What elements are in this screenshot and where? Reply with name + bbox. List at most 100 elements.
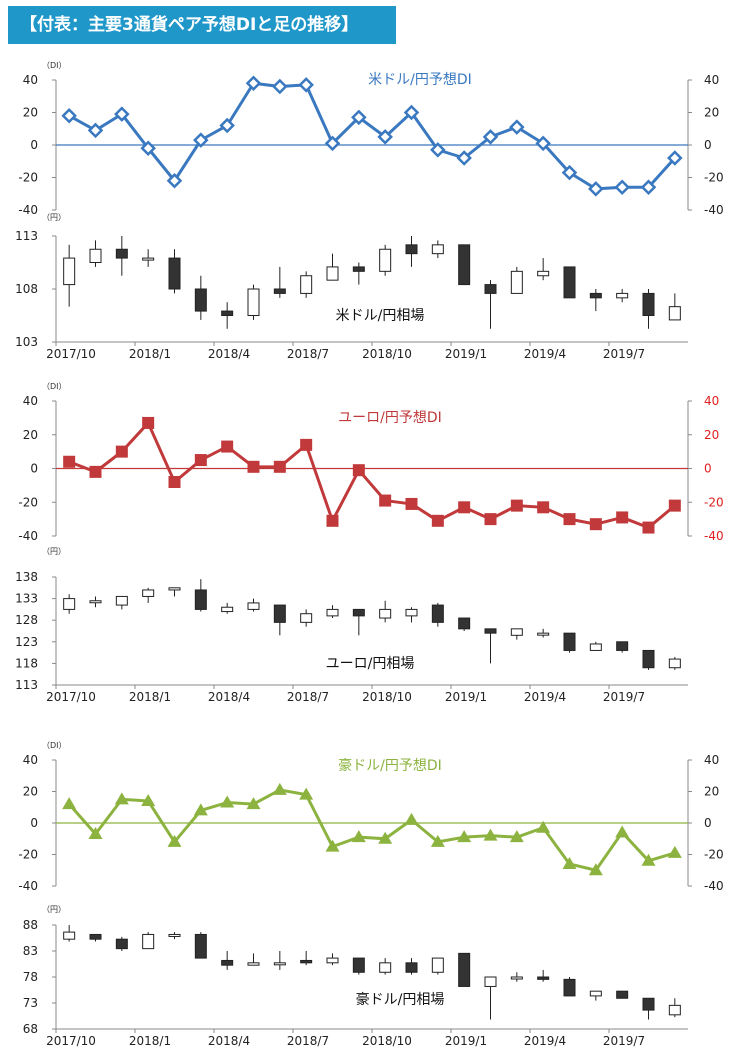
chart-usd-di-point [403,104,420,121]
chart-aud-price-xtick-label: 2019/7 [603,1034,645,1048]
chart-aud-di-point [299,787,314,800]
chart-usd-di-point [61,107,77,124]
chart-aud-di-point [114,792,129,805]
chart-usd-price-candle-body [458,244,471,286]
chart-aud-price-title: 豪ドル/円相場 [356,992,445,1008]
chart-usd-price-candle-body [431,244,444,255]
chart-usd-di-point [509,119,525,135]
chart-aud-di-ytick-label: 40 [23,753,38,767]
chart-usd-price-candle-body [89,248,102,263]
chart-eur-di-point [221,440,234,453]
chart-eur-price-ytick-label: 113 [15,678,38,692]
chart-usd-di-point [245,75,262,92]
chart-usd-di-ytick-label: -20 [18,171,38,185]
chart-eur-price-candle-body [405,608,418,617]
chart-eur-price-ytick-label: 123 [15,635,38,649]
chart-usd-price-xtick-label: 2018/7 [287,347,329,361]
chart-usd-di-point [588,181,604,197]
chart-eur-di-point [379,494,392,507]
chart-aud-price-candle-body [89,933,102,940]
chart-eur-di-point [352,464,365,477]
chart-aud-price-candle-body [115,938,128,950]
chart-eur-price-xtick-label: 2018/10 [362,690,412,704]
chart-eur-price-candle-body [115,595,128,606]
chart-eur-di-point [273,460,286,473]
chart-eur-di-ytick-label-right: 40 [704,394,719,408]
chart-eur-price-candle-body [352,608,365,617]
chart-eur-price-candle-body [63,598,76,610]
chart-aud-di-point [457,830,472,843]
chart-eur-di-point [668,499,681,512]
chart-aud-price-xtick-label: 2017/10 [46,1034,96,1048]
chart-eur-di-unit-label: （DI） [42,382,67,391]
chart-eur-price-ytick-label: 128 [15,613,38,627]
chart-usd-di-point [667,150,683,166]
chart-usd-price-candle-body [247,288,260,316]
chart-aud-price-candle-body [194,933,207,959]
chart-aud-price-ytick-label: 68 [23,1022,38,1036]
chart-aud-price-candle-body [247,962,260,966]
chart-usd-di-point [298,77,314,93]
chart-aud-di-point [88,827,103,840]
chart-eur-di-point [431,514,444,527]
chart-eur-price-candle-body [194,589,207,610]
chart-usd-price-candle-body [537,270,550,277]
chart-usd-di-series-line [68,81,676,191]
chart-eur-di-ytick-label-right: -20 [704,495,724,509]
chart-usd-di-ytick-label: -40 [18,203,38,217]
chart-eur-price-xtick-label: 2017/10 [46,690,96,704]
chart-aud-di-ytick-label-right: 20 [704,785,719,799]
chart-usd-di-point [114,106,130,122]
chart-usd-price-candle-body [668,306,681,321]
chart-eur-di-point [589,518,602,531]
chart-eur-price-candle-body [510,628,523,636]
chart-eur-price-xtick-label: 2019/4 [524,690,566,704]
chart-usd-price-candle-body [484,284,497,294]
chart-eur-di-ytick-label: 40 [23,394,38,408]
chart-eur-di-point [484,513,497,526]
chart-aud-di-point [404,812,419,825]
chart-aud-di-point [325,839,340,852]
chart-aud-price-candle-body [431,957,444,973]
chart-aud-di-unit-label: （DI） [42,741,67,750]
chart-usd-price-title: 米ドル/円相場 [336,308,425,324]
chart-usd-price-xtick-label: 2018/1 [129,347,171,361]
chart-usd-di-point [87,122,104,139]
chart-eur-di-point [458,501,471,514]
chart-usd-price-ytick-label: 103 [15,335,38,349]
chart-aud-di-point [615,825,630,838]
chart-eur-price-xtick-label: 2018/1 [129,690,171,704]
chart-usd-di-point [166,172,183,189]
chart-aud-price-candle-body [537,976,550,980]
chart-usd-price-xtick-label: 2019/4 [524,347,566,361]
chart-eur-di-title: ユーロ/円予想DI [338,410,442,426]
chart-aud-price-unit-label: （円） [42,905,66,914]
chart-eur-di-point [616,511,629,524]
chart-aud-di-point [351,830,366,843]
chart-usd-price-xtick-label: 2019/7 [603,347,645,361]
chart-aud-di-point [483,828,498,841]
chart-aud-price-candle-body [273,962,286,966]
chart-aud-di-series-line [68,788,676,872]
chart-aud-di-point [641,853,656,866]
chart-aud-di-point [220,795,235,808]
chart-eur-price-candle-body [300,613,313,623]
chart-eur-di-ytick-label-right: 20 [704,428,719,442]
chart-usd-di-ytick-label: 40 [23,73,38,87]
chart-usd-price-candle-body [300,275,313,294]
chart-eur-price-candle-body [379,608,392,619]
chart-usd-price-candle-body [142,257,155,261]
chart-eur-price-ytick-label: 118 [15,656,38,670]
chart-eur-price-candle-body [537,632,550,636]
chart-usd-di-point [535,135,551,152]
chart-usd-di-point [140,140,156,157]
chart-usd-price-candle-body [221,310,234,317]
chart-eur-di-point [142,416,155,429]
chart-eur-di-point [247,460,260,473]
chart-usd-di-title: 米ドル/円予想DI [368,72,472,88]
chart-aud-price-candle-body [63,931,76,940]
chart-aud-di-point [430,834,445,847]
chart-eur-di-point [194,454,207,467]
